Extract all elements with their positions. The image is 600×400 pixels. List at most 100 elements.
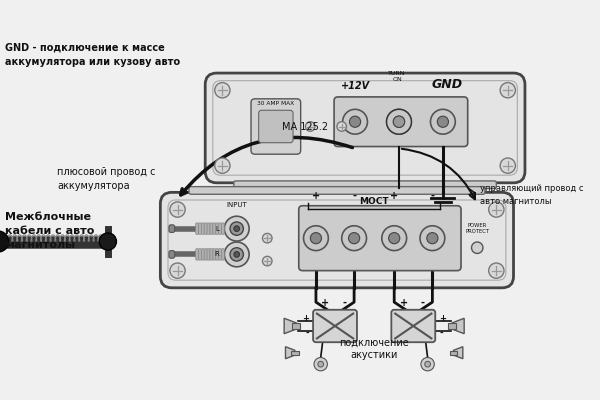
Circle shape <box>230 248 244 261</box>
Circle shape <box>262 256 272 266</box>
Text: R: R <box>215 252 220 258</box>
FancyBboxPatch shape <box>205 73 525 183</box>
FancyBboxPatch shape <box>299 206 461 271</box>
FancyBboxPatch shape <box>216 249 218 260</box>
FancyBboxPatch shape <box>221 249 224 260</box>
Circle shape <box>342 226 367 250</box>
FancyBboxPatch shape <box>313 310 357 342</box>
Circle shape <box>425 361 430 367</box>
Circle shape <box>430 109 455 134</box>
Circle shape <box>337 122 346 131</box>
FancyBboxPatch shape <box>334 97 467 146</box>
FancyBboxPatch shape <box>189 187 485 194</box>
FancyBboxPatch shape <box>216 223 218 234</box>
Circle shape <box>349 116 361 127</box>
FancyBboxPatch shape <box>169 225 175 232</box>
FancyBboxPatch shape <box>210 249 213 260</box>
Circle shape <box>304 226 328 250</box>
Text: L: L <box>215 226 220 232</box>
Text: +12V: +12V <box>341 81 370 91</box>
Circle shape <box>224 242 249 267</box>
Text: GND: GND <box>431 78 462 91</box>
FancyBboxPatch shape <box>259 110 293 143</box>
Circle shape <box>262 234 272 243</box>
FancyBboxPatch shape <box>204 249 207 260</box>
FancyBboxPatch shape <box>391 310 435 342</box>
Text: 30 AMP MAX: 30 AMP MAX <box>257 101 295 106</box>
Circle shape <box>310 232 322 244</box>
Circle shape <box>318 361 323 367</box>
Text: -: - <box>352 191 356 201</box>
FancyBboxPatch shape <box>210 223 213 234</box>
Circle shape <box>437 116 448 127</box>
Polygon shape <box>454 347 463 359</box>
Text: INPUT: INPUT <box>226 202 247 208</box>
Circle shape <box>234 226 239 232</box>
Circle shape <box>0 231 8 252</box>
Circle shape <box>394 116 404 127</box>
FancyBboxPatch shape <box>213 249 216 260</box>
Bar <box>448 324 456 328</box>
Circle shape <box>314 358 328 371</box>
Text: -: - <box>430 191 434 201</box>
Text: подключение
акустики: подключение акустики <box>339 338 409 360</box>
Text: +: + <box>439 314 446 323</box>
Text: TURN
ON: TURN ON <box>388 71 406 82</box>
Circle shape <box>488 263 504 278</box>
Circle shape <box>386 109 412 134</box>
Bar <box>449 351 457 355</box>
FancyBboxPatch shape <box>207 249 210 260</box>
Circle shape <box>427 232 438 244</box>
FancyBboxPatch shape <box>213 223 216 234</box>
Circle shape <box>224 216 249 241</box>
FancyBboxPatch shape <box>207 223 210 234</box>
FancyBboxPatch shape <box>202 223 204 234</box>
Polygon shape <box>286 347 295 359</box>
Circle shape <box>421 358 434 371</box>
Circle shape <box>393 116 405 128</box>
Circle shape <box>382 226 407 250</box>
Circle shape <box>420 226 445 250</box>
FancyBboxPatch shape <box>251 99 301 154</box>
Text: МОСТ: МОСТ <box>359 197 389 206</box>
FancyBboxPatch shape <box>221 223 224 234</box>
Circle shape <box>99 233 116 250</box>
Circle shape <box>170 263 185 278</box>
Bar <box>291 351 299 355</box>
Polygon shape <box>452 318 464 334</box>
Text: -: - <box>305 329 309 338</box>
Circle shape <box>389 232 400 244</box>
FancyBboxPatch shape <box>204 223 207 234</box>
Text: Межблочные
кабели с авто
магнитолы: Межблочные кабели с авто магнитолы <box>5 212 94 250</box>
Text: -: - <box>343 298 347 308</box>
FancyBboxPatch shape <box>218 249 221 260</box>
Text: +: + <box>312 191 320 201</box>
Circle shape <box>349 232 359 244</box>
Text: плюсовой провод с
аккумулятора: плюсовой провод с аккумулятора <box>57 167 156 191</box>
FancyBboxPatch shape <box>202 249 204 260</box>
Text: -: - <box>439 329 443 338</box>
FancyBboxPatch shape <box>196 223 199 234</box>
FancyBboxPatch shape <box>199 249 202 260</box>
Circle shape <box>215 82 230 98</box>
Circle shape <box>500 82 515 98</box>
FancyBboxPatch shape <box>169 250 175 258</box>
Text: +: + <box>400 298 408 308</box>
FancyBboxPatch shape <box>196 249 199 260</box>
Bar <box>292 324 300 328</box>
Circle shape <box>305 122 315 131</box>
Circle shape <box>343 109 367 134</box>
Circle shape <box>386 109 412 134</box>
Circle shape <box>170 202 185 217</box>
FancyBboxPatch shape <box>218 223 221 234</box>
Text: -: - <box>421 298 425 308</box>
Circle shape <box>234 252 239 257</box>
FancyBboxPatch shape <box>234 181 496 188</box>
Text: GND - подключение к массе
аккумулятора или кузову авто: GND - подключение к массе аккумулятора и… <box>5 43 180 67</box>
Text: +: + <box>390 191 398 201</box>
Text: управляющий провод с
авто магнитолы: управляющий провод с авто магнитолы <box>480 184 584 206</box>
Text: +: + <box>322 298 329 308</box>
Polygon shape <box>284 318 296 334</box>
Circle shape <box>488 202 504 217</box>
Circle shape <box>215 158 230 173</box>
